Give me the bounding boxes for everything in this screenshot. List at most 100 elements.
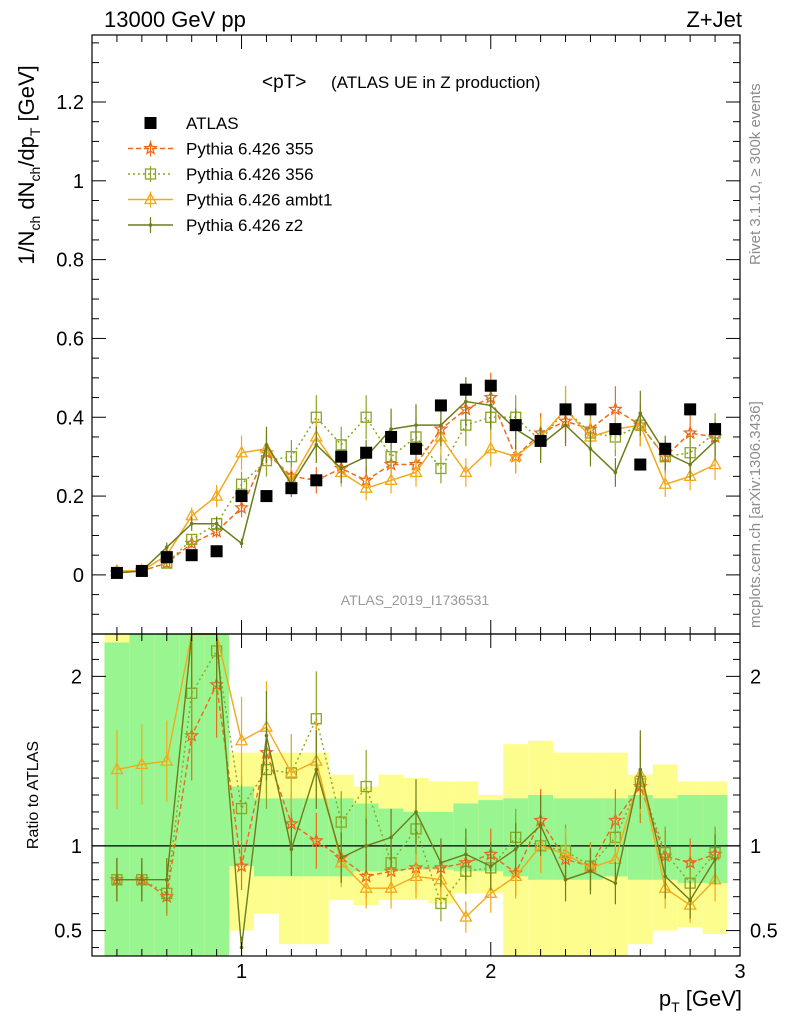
ratio-point bbox=[235, 802, 248, 815]
series-point bbox=[285, 451, 298, 463]
ratio-point bbox=[115, 877, 119, 882]
data-point bbox=[385, 430, 398, 443]
ratio-point bbox=[339, 855, 344, 860]
series-point bbox=[638, 411, 643, 416]
series-point bbox=[683, 469, 697, 482]
data-point bbox=[335, 450, 348, 463]
ratio-point bbox=[538, 823, 543, 828]
series-point bbox=[708, 457, 722, 470]
data-point bbox=[260, 490, 273, 503]
ratio-point bbox=[308, 832, 324, 848]
series-point bbox=[214, 521, 219, 526]
ratio-tick-label-right: 2 bbox=[750, 666, 761, 688]
series-point bbox=[339, 466, 344, 471]
ratio-tick-label: 2 bbox=[71, 666, 82, 688]
series-point bbox=[235, 478, 248, 490]
ratio-y-label: Ratio to ATLAS bbox=[25, 741, 42, 849]
series-point bbox=[385, 451, 397, 463]
ratio-point bbox=[688, 898, 692, 902]
data-point bbox=[534, 434, 547, 447]
data-point bbox=[584, 403, 597, 416]
data-point bbox=[160, 551, 173, 564]
data-point bbox=[235, 490, 248, 503]
ratio-point bbox=[563, 877, 568, 882]
legend: ATLAS Pythia 6.426 355 Pythia 6.426 356 Pyt… bbox=[128, 114, 332, 235]
ratio-point bbox=[164, 877, 169, 882]
series-point bbox=[488, 403, 493, 408]
ratio-point bbox=[663, 874, 668, 879]
legend-label: Pythia 6.426 z2 bbox=[186, 216, 303, 235]
series-point bbox=[459, 465, 473, 478]
data-point bbox=[509, 419, 522, 432]
ratio-point bbox=[509, 868, 523, 881]
series-point bbox=[209, 523, 224, 538]
y-tick-label: 1.2 bbox=[56, 92, 84, 114]
ratio-point bbox=[389, 835, 393, 840]
series-point bbox=[239, 541, 244, 546]
series-point bbox=[189, 521, 194, 526]
ratio-point bbox=[314, 767, 319, 772]
data-point bbox=[609, 423, 622, 436]
ratio-point bbox=[588, 869, 593, 874]
ratio-point bbox=[135, 757, 149, 770]
ratio-point bbox=[459, 909, 473, 922]
series-point bbox=[359, 480, 373, 493]
x-axis-label: pT [GeV] bbox=[659, 986, 742, 1015]
ratio-point bbox=[359, 880, 373, 893]
legend-marker bbox=[143, 192, 158, 205]
title-sub: (ATLAS UE in Z production) bbox=[331, 73, 540, 92]
y-tick-label: 0.4 bbox=[56, 407, 84, 429]
legend-item: Pythia 6.426 355 bbox=[128, 140, 314, 159]
analysis-id: ATLAS_2019_I1736531 bbox=[341, 592, 490, 608]
series-point bbox=[234, 500, 249, 515]
series-point bbox=[682, 425, 698, 440]
y-tick-label: 1 bbox=[73, 171, 84, 193]
mcplots-label: mcplots.cern.ch [arXiv:1306.3436] bbox=[747, 401, 764, 628]
series-point bbox=[414, 423, 418, 427]
data-point bbox=[434, 399, 447, 412]
legend-item: Pythia 6.426 ambt1 bbox=[128, 191, 332, 210]
ratio-point bbox=[140, 877, 144, 882]
series-point bbox=[314, 443, 319, 447]
series-point bbox=[439, 423, 443, 427]
series-point bbox=[435, 462, 447, 475]
ratio-point bbox=[264, 733, 269, 738]
legend-item: ATLAS bbox=[144, 114, 239, 133]
series-point bbox=[335, 439, 347, 451]
series-point bbox=[384, 472, 398, 485]
ratio-point bbox=[384, 880, 398, 893]
series-point bbox=[389, 427, 393, 431]
data-point bbox=[684, 403, 697, 416]
legend-marker bbox=[143, 140, 158, 155]
data-point bbox=[659, 442, 672, 455]
ratio-tick-label: 1 bbox=[71, 836, 82, 858]
ratio-tick-label-right: 1 bbox=[750, 836, 761, 858]
data-point bbox=[459, 383, 472, 396]
series-point bbox=[688, 462, 692, 467]
ratio-point bbox=[284, 765, 298, 778]
ratio-point bbox=[289, 847, 294, 852]
series-point bbox=[713, 439, 717, 443]
data-point bbox=[484, 379, 497, 392]
data-point bbox=[310, 474, 323, 487]
legend-label: Pythia 6.426 ambt1 bbox=[186, 191, 332, 210]
chart-title: <pT> (ATLAS UE in Z production) bbox=[262, 72, 540, 93]
rivet-label: Rivet 3.1.10, ≥ 300k events bbox=[747, 83, 764, 265]
ratio-point bbox=[638, 767, 643, 772]
y-tick-label: 0.6 bbox=[56, 328, 84, 350]
ratio-point bbox=[186, 687, 198, 699]
ratio-point bbox=[713, 857, 717, 862]
ratio-point bbox=[335, 816, 347, 828]
series-point bbox=[509, 449, 523, 462]
series-point bbox=[184, 535, 200, 550]
ratio-point bbox=[439, 860, 443, 865]
data-point bbox=[135, 564, 148, 577]
series-point bbox=[563, 423, 568, 427]
ratio-point bbox=[484, 885, 498, 898]
series-point bbox=[588, 446, 593, 451]
data-point bbox=[285, 482, 298, 495]
series-point bbox=[210, 488, 224, 501]
ratio-point bbox=[409, 868, 423, 881]
ratio-tick-label: 0.5 bbox=[54, 921, 82, 943]
data-series bbox=[110, 379, 722, 579]
